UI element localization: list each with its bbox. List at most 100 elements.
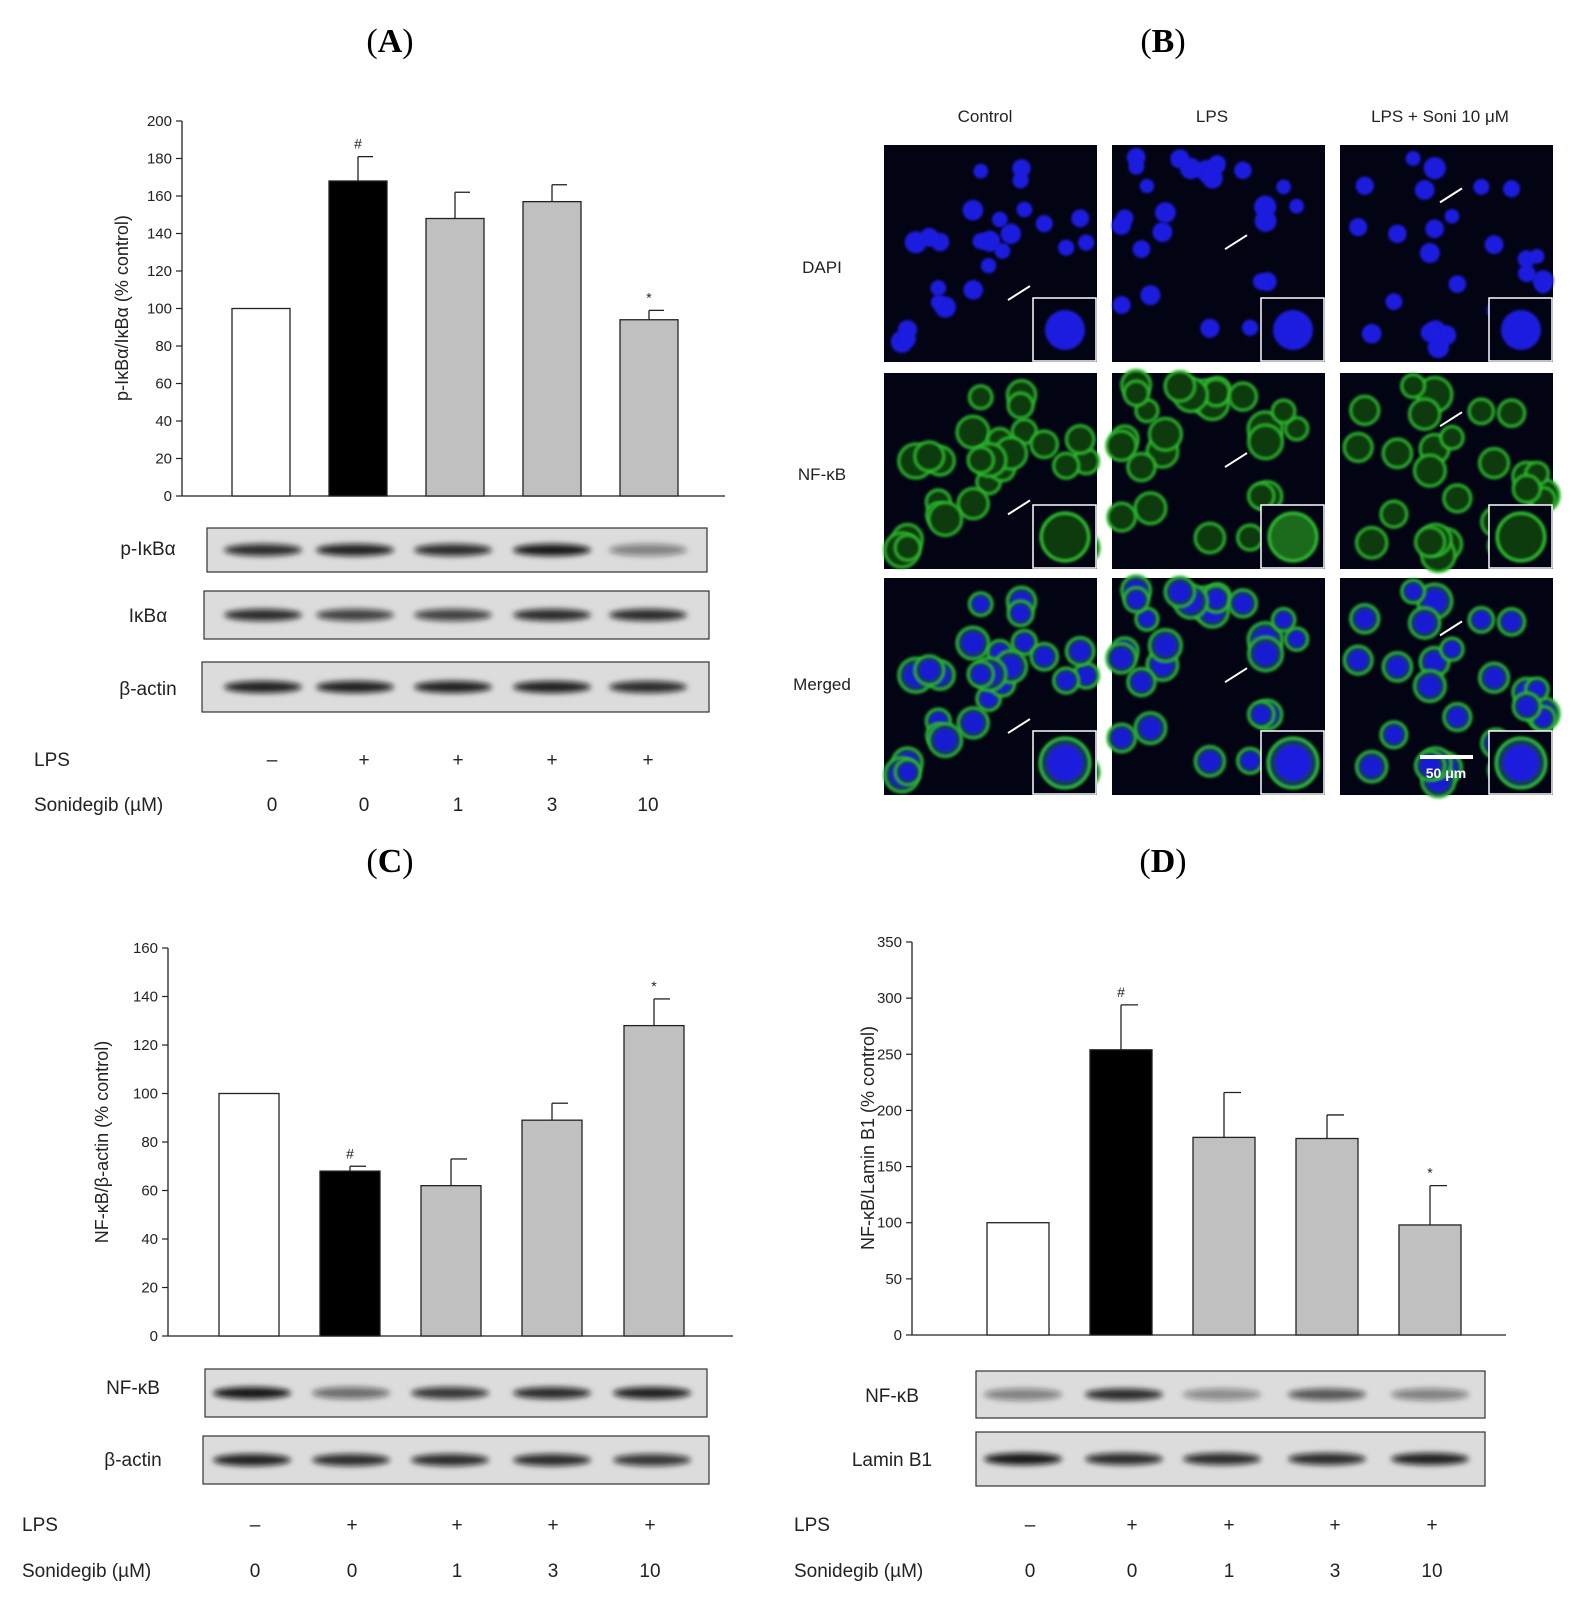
nfkb-cell bbox=[1122, 379, 1151, 408]
nfkb-cell bbox=[1412, 453, 1448, 488]
nucleus bbox=[1420, 323, 1440, 343]
micro-tile bbox=[1340, 578, 1561, 799]
bar bbox=[986, 1222, 1050, 1336]
nucleus bbox=[919, 227, 939, 247]
inset-cell bbox=[1495, 511, 1547, 563]
merged-nucleus bbox=[972, 596, 989, 612]
nucleus bbox=[1361, 323, 1382, 344]
blot-band bbox=[1391, 1388, 1469, 1401]
y-tick-label: 180 bbox=[147, 151, 172, 168]
nucleus bbox=[1529, 249, 1545, 264]
nucleus bbox=[899, 331, 916, 348]
sonidegib-value: 0 bbox=[1127, 1561, 1138, 1582]
sonidegib-value: 10 bbox=[1421, 1561, 1442, 1582]
panel-a-title: (A) bbox=[366, 23, 413, 60]
significance-mark: # bbox=[1117, 984, 1125, 1000]
y-tick-label: 120 bbox=[147, 263, 172, 280]
merged-nucleus bbox=[1139, 611, 1155, 627]
inset-nucleus bbox=[1503, 745, 1539, 781]
micro-col-lps: LPS bbox=[1196, 107, 1228, 126]
nucleus bbox=[1012, 159, 1031, 178]
y-tick-label: 140 bbox=[147, 226, 172, 243]
bar bbox=[425, 217, 485, 497]
nfkb-cell bbox=[956, 486, 991, 521]
lps-value: + bbox=[546, 750, 557, 771]
merged-nucleus bbox=[1015, 634, 1033, 651]
y-tick-label: 160 bbox=[133, 940, 158, 957]
merged-nucleus bbox=[1111, 648, 1132, 669]
treatment-rows-d: LPS Sonidegib (µM) – 0 +0 +1 +3 +10 bbox=[794, 1515, 1443, 1582]
sonidegib-value: 0 bbox=[250, 1561, 261, 1582]
micro-col-control: Control bbox=[958, 107, 1013, 126]
merged-nucleus bbox=[1502, 612, 1521, 631]
merged-nucleus bbox=[1384, 725, 1403, 744]
nucleus bbox=[1155, 202, 1176, 223]
nucleus bbox=[1419, 243, 1440, 264]
merged-nucleus bbox=[1207, 589, 1226, 609]
y-tick-label: 0 bbox=[164, 488, 172, 505]
blot-band bbox=[1391, 1453, 1469, 1465]
nucleus bbox=[1414, 180, 1435, 200]
merged-nucleus bbox=[1424, 651, 1445, 672]
nfkb-cell bbox=[1399, 372, 1427, 400]
nucleus bbox=[1071, 209, 1090, 228]
merged-nucleus bbox=[1348, 650, 1368, 670]
arrow bbox=[1224, 234, 1248, 251]
nucleus bbox=[972, 233, 990, 250]
lps-value: + bbox=[1223, 1515, 1234, 1536]
merged-nucleus bbox=[1169, 581, 1191, 603]
inset-nucleus bbox=[1275, 745, 1311, 781]
micro-tiles bbox=[883, 145, 1561, 799]
blot-band bbox=[414, 609, 492, 621]
arrow bbox=[1007, 499, 1031, 516]
sonidegib-value: 1 bbox=[452, 1561, 463, 1582]
merged-nucleus bbox=[1057, 671, 1075, 690]
sonidegib-value: 0 bbox=[359, 795, 370, 816]
nucleus bbox=[1152, 222, 1173, 243]
sonidegib-value: 3 bbox=[547, 795, 558, 816]
significance-mark: # bbox=[354, 136, 362, 152]
micro-row-dapi: DAPI bbox=[802, 258, 842, 277]
bar bbox=[1192, 1136, 1256, 1336]
nfkb-cell bbox=[1235, 523, 1265, 552]
nfkb-cell bbox=[1439, 424, 1465, 451]
blot-band bbox=[609, 544, 687, 556]
bar bbox=[1295, 1137, 1359, 1336]
bar bbox=[231, 307, 291, 497]
blot-band bbox=[609, 681, 687, 693]
chart-a: 0 20 40 60 80 100 120 140 160 180 200 p-IκBα/IκBα (… bbox=[112, 113, 725, 505]
nucleus bbox=[1484, 235, 1504, 255]
nucleus bbox=[1111, 215, 1131, 235]
blot-band bbox=[316, 681, 394, 693]
arrow bbox=[1224, 667, 1248, 684]
blot-band bbox=[213, 1387, 291, 1399]
merged-nucleus bbox=[1139, 717, 1162, 739]
nucleus bbox=[1502, 180, 1521, 198]
blot-band bbox=[316, 609, 394, 621]
blot-band bbox=[613, 1387, 691, 1399]
nucleus bbox=[1448, 275, 1467, 293]
inset-nucleus bbox=[1047, 745, 1083, 781]
arrow bbox=[1007, 285, 1031, 301]
nfkb-cell bbox=[893, 533, 922, 562]
blot-band bbox=[224, 681, 302, 693]
nucleus bbox=[1132, 240, 1151, 258]
nucleus bbox=[930, 280, 947, 296]
merged-nucleus bbox=[1448, 707, 1467, 727]
merged-nucleus bbox=[1361, 756, 1383, 778]
nucleus bbox=[1425, 219, 1444, 239]
y-axis-label: NF-κB/Lamin B1 (% control) bbox=[858, 1026, 878, 1250]
merged-nucleus bbox=[1288, 631, 1305, 647]
nfkb-cell bbox=[1133, 491, 1168, 526]
micro-col-lps-soni: LPS + Soni 10 μM bbox=[1371, 107, 1509, 126]
blot-band bbox=[1085, 1388, 1163, 1401]
nucleus bbox=[1016, 201, 1033, 218]
lps-row-label: LPS bbox=[22, 1515, 58, 1536]
merged-nucleus bbox=[1132, 672, 1151, 692]
y-tick-label: 40 bbox=[141, 1231, 158, 1248]
nfkb-cell bbox=[1246, 423, 1285, 461]
bar bbox=[218, 1092, 280, 1337]
nfkb-cell bbox=[967, 384, 994, 411]
blot-band bbox=[613, 1454, 691, 1466]
merged-nucleus bbox=[1077, 666, 1095, 685]
